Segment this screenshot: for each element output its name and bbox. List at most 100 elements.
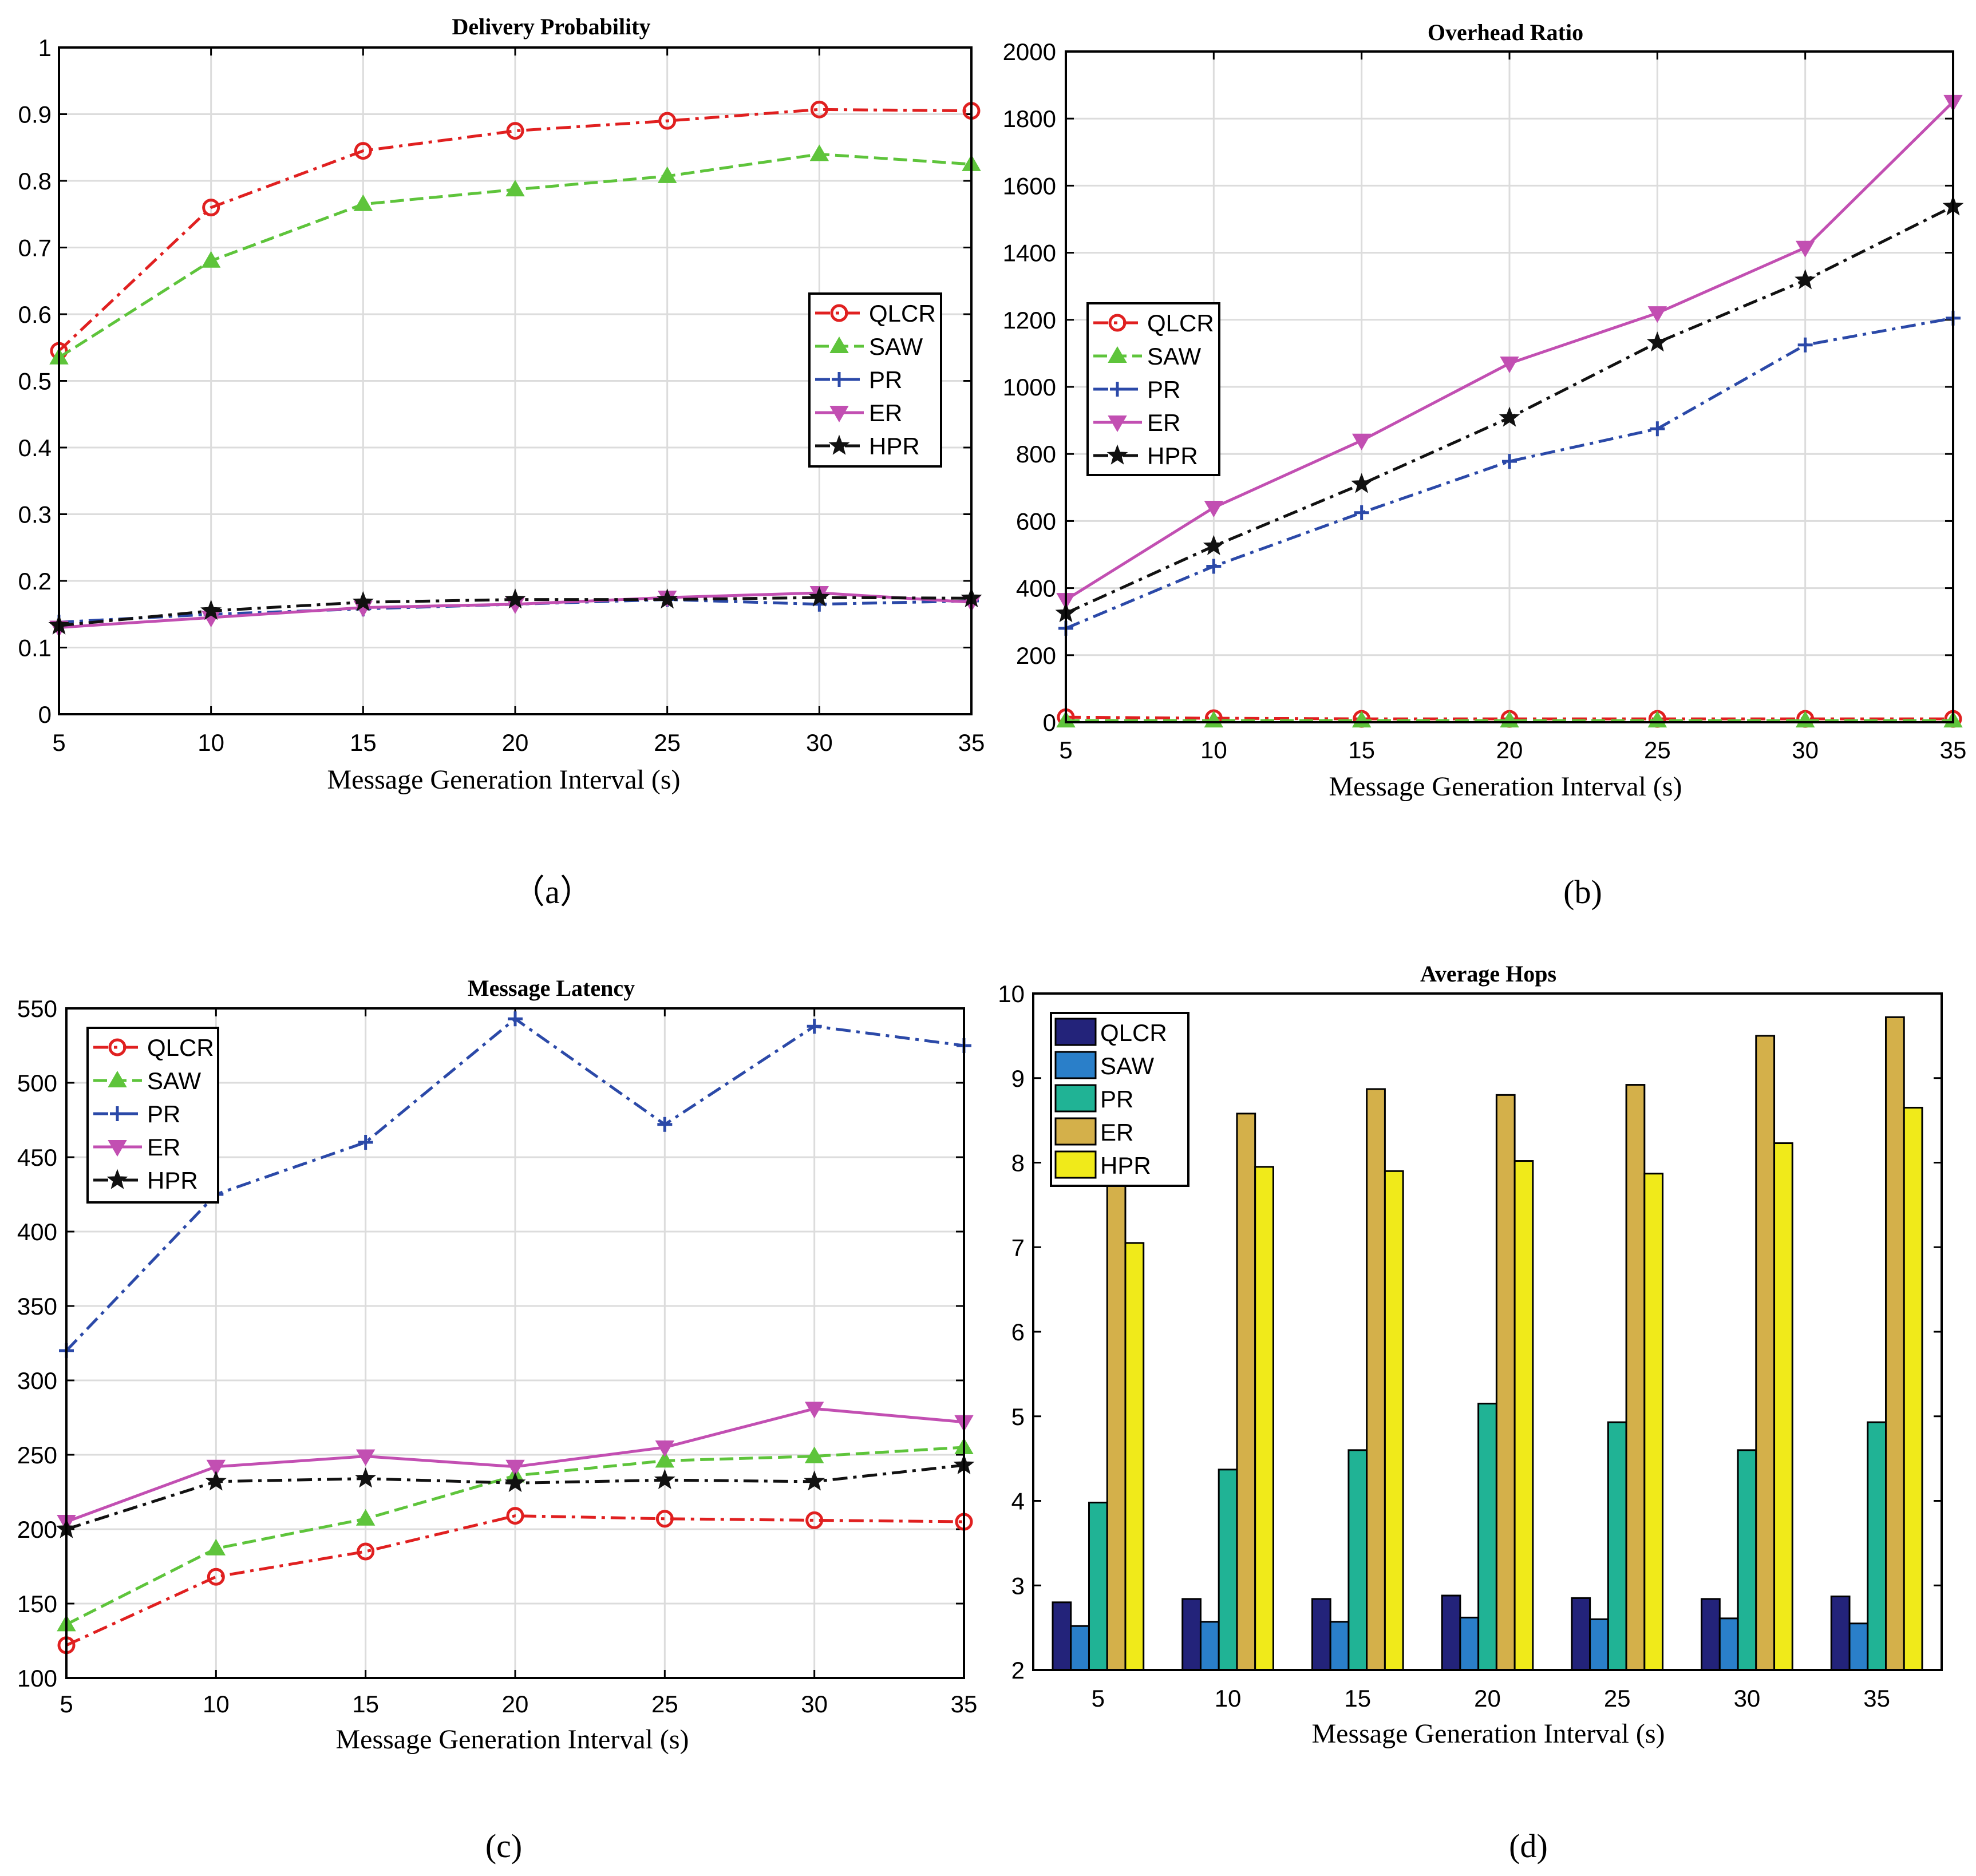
data-point-er xyxy=(505,1459,525,1477)
legend-label-pr: PR xyxy=(1100,1086,1133,1113)
legend-marker-saw xyxy=(108,1070,127,1087)
data-point-hpr xyxy=(355,1467,377,1488)
legend-marker-er xyxy=(108,1140,127,1157)
chart-b-plot-area: 0 200 400 600 800 1000 1200 1400 1600 1800 2000 5 10… xyxy=(1003,38,1967,763)
legend-label-pr: PR xyxy=(1147,376,1180,403)
data-point-hpr xyxy=(504,1471,526,1493)
data-point-hpr xyxy=(808,586,830,607)
legend-swatch-er xyxy=(1054,1117,1097,1146)
y-tick-label: 0.3 xyxy=(18,501,52,528)
data-point-qlcr xyxy=(805,1511,824,1529)
data-point-er xyxy=(1795,240,1815,258)
legend-marker-er xyxy=(829,406,849,423)
data-point-pr xyxy=(1502,454,1517,469)
y-tick-label: 7 xyxy=(1011,1234,1025,1261)
y-tick-label: 1600 xyxy=(1003,172,1056,199)
data-point-er xyxy=(1500,356,1519,373)
x-tick-label: 25 xyxy=(654,729,681,756)
bar-hpr xyxy=(1643,1173,1664,1671)
y-tick-label: 150 xyxy=(17,1590,57,1617)
y-tick-label: 6 xyxy=(1011,1319,1025,1345)
legend-label-er: ER xyxy=(1147,409,1180,436)
x-tick-label: 5 xyxy=(52,729,65,756)
y-tick-label: 100 xyxy=(17,1665,57,1692)
chart-c-xlabel: Message Generation Interval (s) xyxy=(335,1724,689,1755)
bar-er xyxy=(1366,1088,1386,1671)
legend-swatch-hpr xyxy=(1054,1150,1097,1179)
data-point-hpr xyxy=(200,599,222,620)
legend-label-saw: SAW xyxy=(1147,343,1201,370)
y-tick-label: 5 xyxy=(1011,1403,1025,1430)
y-tick-label: 2000 xyxy=(1003,38,1056,65)
bar-hpr xyxy=(1124,1242,1145,1671)
data-point-er xyxy=(355,1449,376,1466)
bar-pr xyxy=(1347,1449,1368,1671)
plot-border xyxy=(65,1007,965,1679)
y-tick-label: 400 xyxy=(17,1218,57,1245)
bar-pr xyxy=(1867,1421,1887,1671)
y-tick-label: 200 xyxy=(17,1516,57,1543)
bar-hpr xyxy=(1384,1170,1404,1671)
data-point-hpr xyxy=(1646,331,1668,352)
data-point-pr xyxy=(807,1019,822,1034)
x-tick-label: 20 xyxy=(502,1691,529,1717)
bar-qlcr xyxy=(1441,1594,1461,1671)
data-point-pr xyxy=(1354,505,1369,520)
y-tick-label: 0.9 xyxy=(18,101,52,128)
bar-hpr xyxy=(1513,1160,1534,1671)
plot-border xyxy=(1065,50,1954,723)
y-tick-label: 4 xyxy=(1011,1488,1025,1515)
data-point-hpr xyxy=(504,588,526,609)
bar-er xyxy=(1495,1094,1516,1671)
x-tick-label: 25 xyxy=(1604,1685,1631,1712)
bar-pr xyxy=(1737,1449,1757,1671)
bar-saw xyxy=(1848,1622,1869,1671)
y-tick-label: 800 xyxy=(1016,441,1056,468)
x-tick-label: 5 xyxy=(60,1691,73,1717)
bar-qlcr xyxy=(1571,1597,1591,1671)
data-point-qlcr xyxy=(207,1568,225,1586)
data-point-hpr xyxy=(1203,535,1224,556)
data-point-hpr xyxy=(205,1470,227,1491)
y-tick-label: 450 xyxy=(17,1144,57,1171)
bar-hpr xyxy=(1773,1142,1793,1671)
y-tick-label: 9 xyxy=(1011,1065,1025,1092)
legend-swatch-pr xyxy=(1054,1084,1097,1113)
bar-hpr xyxy=(1254,1166,1274,1671)
data-point-qlcr xyxy=(655,1510,674,1528)
chart-d-xlabel: Message Generation Interval (s) xyxy=(1311,1719,1665,1749)
data-point-pr xyxy=(1797,337,1813,353)
chart-d: Average Hops Message Generation Interval… xyxy=(998,961,1943,1865)
bar-er xyxy=(1236,1113,1256,1671)
bar-er xyxy=(1106,1166,1127,1671)
y-tick-label: 3 xyxy=(1011,1572,1025,1599)
legend-marker-qlcr xyxy=(1108,314,1127,332)
x-tick-label: 20 xyxy=(1496,737,1523,763)
data-point-qlcr xyxy=(202,199,220,217)
y-tick-label: 250 xyxy=(17,1442,57,1469)
chart-b-xlabel: Message Generation Interval (s) xyxy=(1329,771,1682,802)
chart-b: Overhead Ratio Message Generation Interv… xyxy=(1003,19,1967,911)
data-point-hpr xyxy=(352,591,374,611)
y-tick-label: 200 xyxy=(1016,642,1056,669)
data-point-er xyxy=(206,1459,226,1477)
data-point-saw xyxy=(353,194,373,211)
bar-qlcr xyxy=(1311,1598,1331,1671)
data-point-hpr xyxy=(1499,406,1520,427)
legend-label-saw: SAW xyxy=(147,1067,201,1094)
legend-label-hpr: HPR xyxy=(1100,1152,1151,1179)
plot-border xyxy=(58,46,973,715)
panel-label-d: (d) xyxy=(1509,1827,1548,1865)
data-point-qlcr xyxy=(658,112,677,130)
y-tick-label: 8 xyxy=(1011,1150,1025,1177)
legend-box xyxy=(86,1027,219,1204)
x-tick-label: 10 xyxy=(1200,737,1227,763)
bar-saw xyxy=(1199,1621,1220,1671)
x-tick-label: 10 xyxy=(1215,1685,1242,1712)
data-point-er xyxy=(1647,306,1667,323)
data-point-saw xyxy=(201,251,221,268)
data-point-pr xyxy=(1650,421,1665,437)
x-tick-label: 20 xyxy=(502,729,529,756)
data-point-pr xyxy=(1206,559,1222,574)
